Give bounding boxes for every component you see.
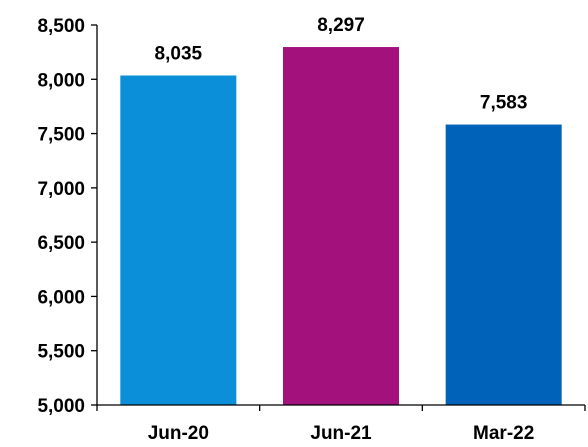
data-label: 7,583 xyxy=(480,93,528,114)
bar-jun-21 xyxy=(283,47,399,405)
y-tick-label: 5,000 xyxy=(37,396,85,417)
bar-mar-22 xyxy=(445,124,562,405)
y-tick-label: 5,500 xyxy=(37,342,85,363)
y-tick-label: 8,500 xyxy=(37,16,85,37)
bar-jun-20 xyxy=(120,75,237,405)
y-tick-label: 6,000 xyxy=(37,287,85,308)
y-tick-label: 7,000 xyxy=(37,179,85,200)
x-tick-label: Jun-21 xyxy=(310,423,372,442)
y-tick-label: 8,000 xyxy=(37,70,85,91)
data-label: 8,297 xyxy=(317,15,365,36)
y-tick-label: 7,500 xyxy=(37,125,85,146)
x-tick-label: Mar-22 xyxy=(473,423,534,442)
data-label: 8,035 xyxy=(155,43,203,64)
x-tick-label: Jun-20 xyxy=(148,423,209,442)
y-tick-label: 6,500 xyxy=(37,233,85,254)
